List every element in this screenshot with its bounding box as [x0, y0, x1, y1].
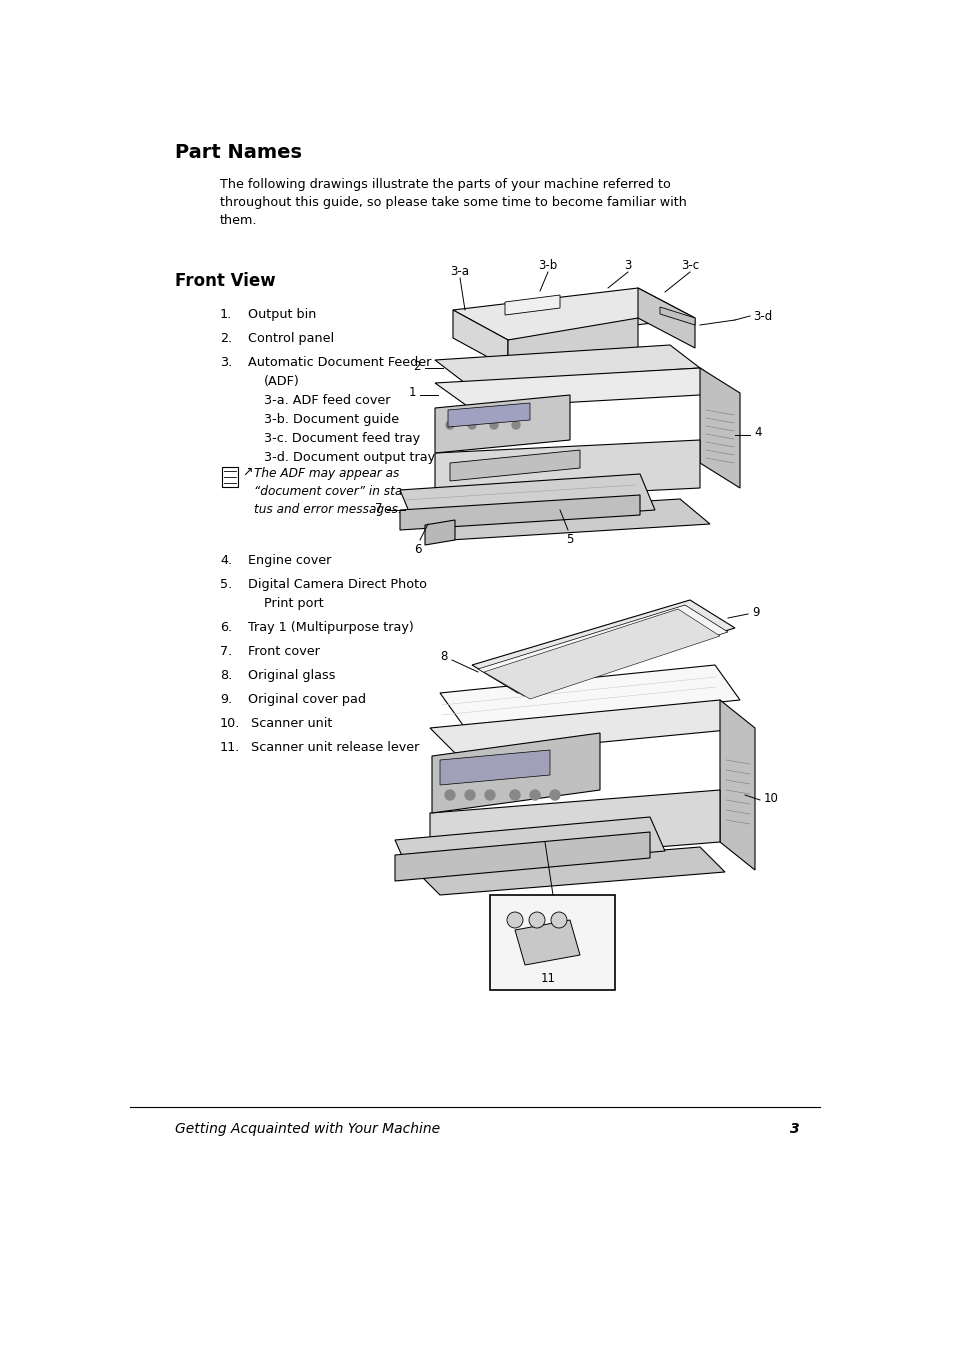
Text: The following drawings illustrate the parts of your machine referred to
througho: The following drawings illustrate the pa… [220, 178, 686, 227]
Polygon shape [453, 288, 695, 340]
Text: 3-b. Document guide: 3-b. Document guide [264, 413, 398, 427]
Text: (ADF): (ADF) [264, 375, 299, 387]
Bar [222, 467, 237, 487]
Text: Front cover: Front cover [248, 645, 319, 657]
Text: 8: 8 [440, 651, 448, 663]
Polygon shape [515, 919, 579, 965]
Text: Automatic Document Feeder: Automatic Document Feeder [248, 356, 431, 369]
Text: Part Names: Part Names [174, 143, 302, 162]
Circle shape [551, 913, 566, 927]
Circle shape [464, 790, 475, 801]
Text: 5: 5 [566, 533, 573, 545]
Text: 9: 9 [751, 606, 759, 618]
Polygon shape [472, 599, 734, 693]
Polygon shape [430, 790, 720, 865]
Text: 3: 3 [623, 259, 631, 271]
Polygon shape [424, 520, 455, 545]
Text: 6.: 6. [220, 621, 232, 634]
Polygon shape [439, 751, 550, 784]
Polygon shape [439, 666, 740, 728]
Polygon shape [415, 846, 724, 895]
Text: 3-b: 3-b [537, 259, 558, 271]
Polygon shape [638, 288, 695, 348]
Text: 11: 11 [540, 972, 555, 986]
Polygon shape [399, 495, 639, 531]
Text: Scanner unit release lever: Scanner unit release lever [251, 741, 419, 755]
Text: 3-d: 3-d [752, 309, 771, 323]
Polygon shape [659, 306, 695, 325]
Circle shape [550, 790, 559, 801]
Text: 10.: 10. [220, 717, 240, 730]
Circle shape [506, 913, 522, 927]
Text: The ADF may appear as
“document cover” in sta-
tus and error messages.: The ADF may appear as “document cover” i… [253, 467, 406, 516]
Polygon shape [435, 396, 569, 454]
Text: 6: 6 [414, 543, 421, 556]
Text: Original cover pad: Original cover pad [248, 693, 366, 706]
Text: Front View: Front View [174, 271, 275, 290]
Circle shape [490, 421, 497, 429]
Circle shape [529, 913, 544, 927]
Text: Getting Acquainted with Your Machine: Getting Acquainted with Your Machine [174, 1122, 439, 1135]
Text: Scanner unit: Scanner unit [251, 717, 332, 730]
Text: 5.: 5. [220, 578, 232, 591]
Text: 4: 4 [753, 427, 760, 440]
Text: 7.: 7. [220, 645, 232, 657]
Polygon shape [450, 450, 579, 481]
Text: Original glass: Original glass [248, 670, 335, 682]
Circle shape [530, 790, 539, 801]
Circle shape [444, 790, 455, 801]
Circle shape [484, 790, 495, 801]
Text: 3-c: 3-c [680, 259, 699, 271]
Text: 1.: 1. [220, 308, 232, 321]
Text: 2: 2 [413, 359, 420, 373]
Text: 2.: 2. [220, 332, 232, 346]
Text: Control panel: Control panel [248, 332, 334, 346]
Circle shape [510, 790, 519, 801]
Circle shape [468, 421, 476, 429]
Text: Print port: Print port [264, 597, 323, 610]
Polygon shape [435, 369, 734, 408]
Text: 3-a: 3-a [450, 265, 469, 278]
Polygon shape [395, 817, 664, 873]
Text: Tray 1 (Multipurpose tray): Tray 1 (Multipurpose tray) [248, 621, 414, 634]
Polygon shape [453, 310, 507, 369]
Text: 3-c. Document feed tray: 3-c. Document feed tray [264, 432, 419, 446]
Polygon shape [507, 319, 638, 369]
Polygon shape [435, 440, 700, 501]
Polygon shape [700, 369, 740, 487]
Text: 11.: 11. [220, 741, 240, 755]
Text: 8.: 8. [220, 670, 232, 682]
Polygon shape [490, 895, 615, 990]
Polygon shape [435, 346, 700, 383]
Polygon shape [504, 296, 559, 315]
Text: 10: 10 [763, 791, 778, 805]
Polygon shape [395, 832, 649, 882]
Text: 9.: 9. [220, 693, 232, 706]
Text: 3.: 3. [220, 356, 232, 369]
Text: 3-d. Document output tray: 3-d. Document output tray [264, 451, 435, 464]
Text: 3-a. ADF feed cover: 3-a. ADF feed cover [264, 394, 390, 406]
Polygon shape [448, 404, 530, 427]
Circle shape [446, 421, 454, 429]
Text: 1: 1 [408, 386, 416, 400]
Text: 3: 3 [789, 1122, 800, 1135]
Text: $\nearrow$: $\nearrow$ [240, 466, 253, 479]
Polygon shape [720, 701, 754, 869]
Circle shape [512, 421, 519, 429]
Polygon shape [432, 733, 599, 813]
Text: 4.: 4. [220, 554, 232, 567]
Text: Engine cover: Engine cover [248, 554, 331, 567]
Text: Digital Camera Direct Photo: Digital Camera Direct Photo [248, 578, 427, 591]
Polygon shape [399, 474, 655, 526]
Polygon shape [419, 500, 709, 540]
Text: Output bin: Output bin [248, 308, 316, 321]
Polygon shape [477, 605, 727, 697]
Polygon shape [483, 609, 720, 699]
Text: 7: 7 [375, 501, 382, 514]
Polygon shape [430, 701, 747, 756]
